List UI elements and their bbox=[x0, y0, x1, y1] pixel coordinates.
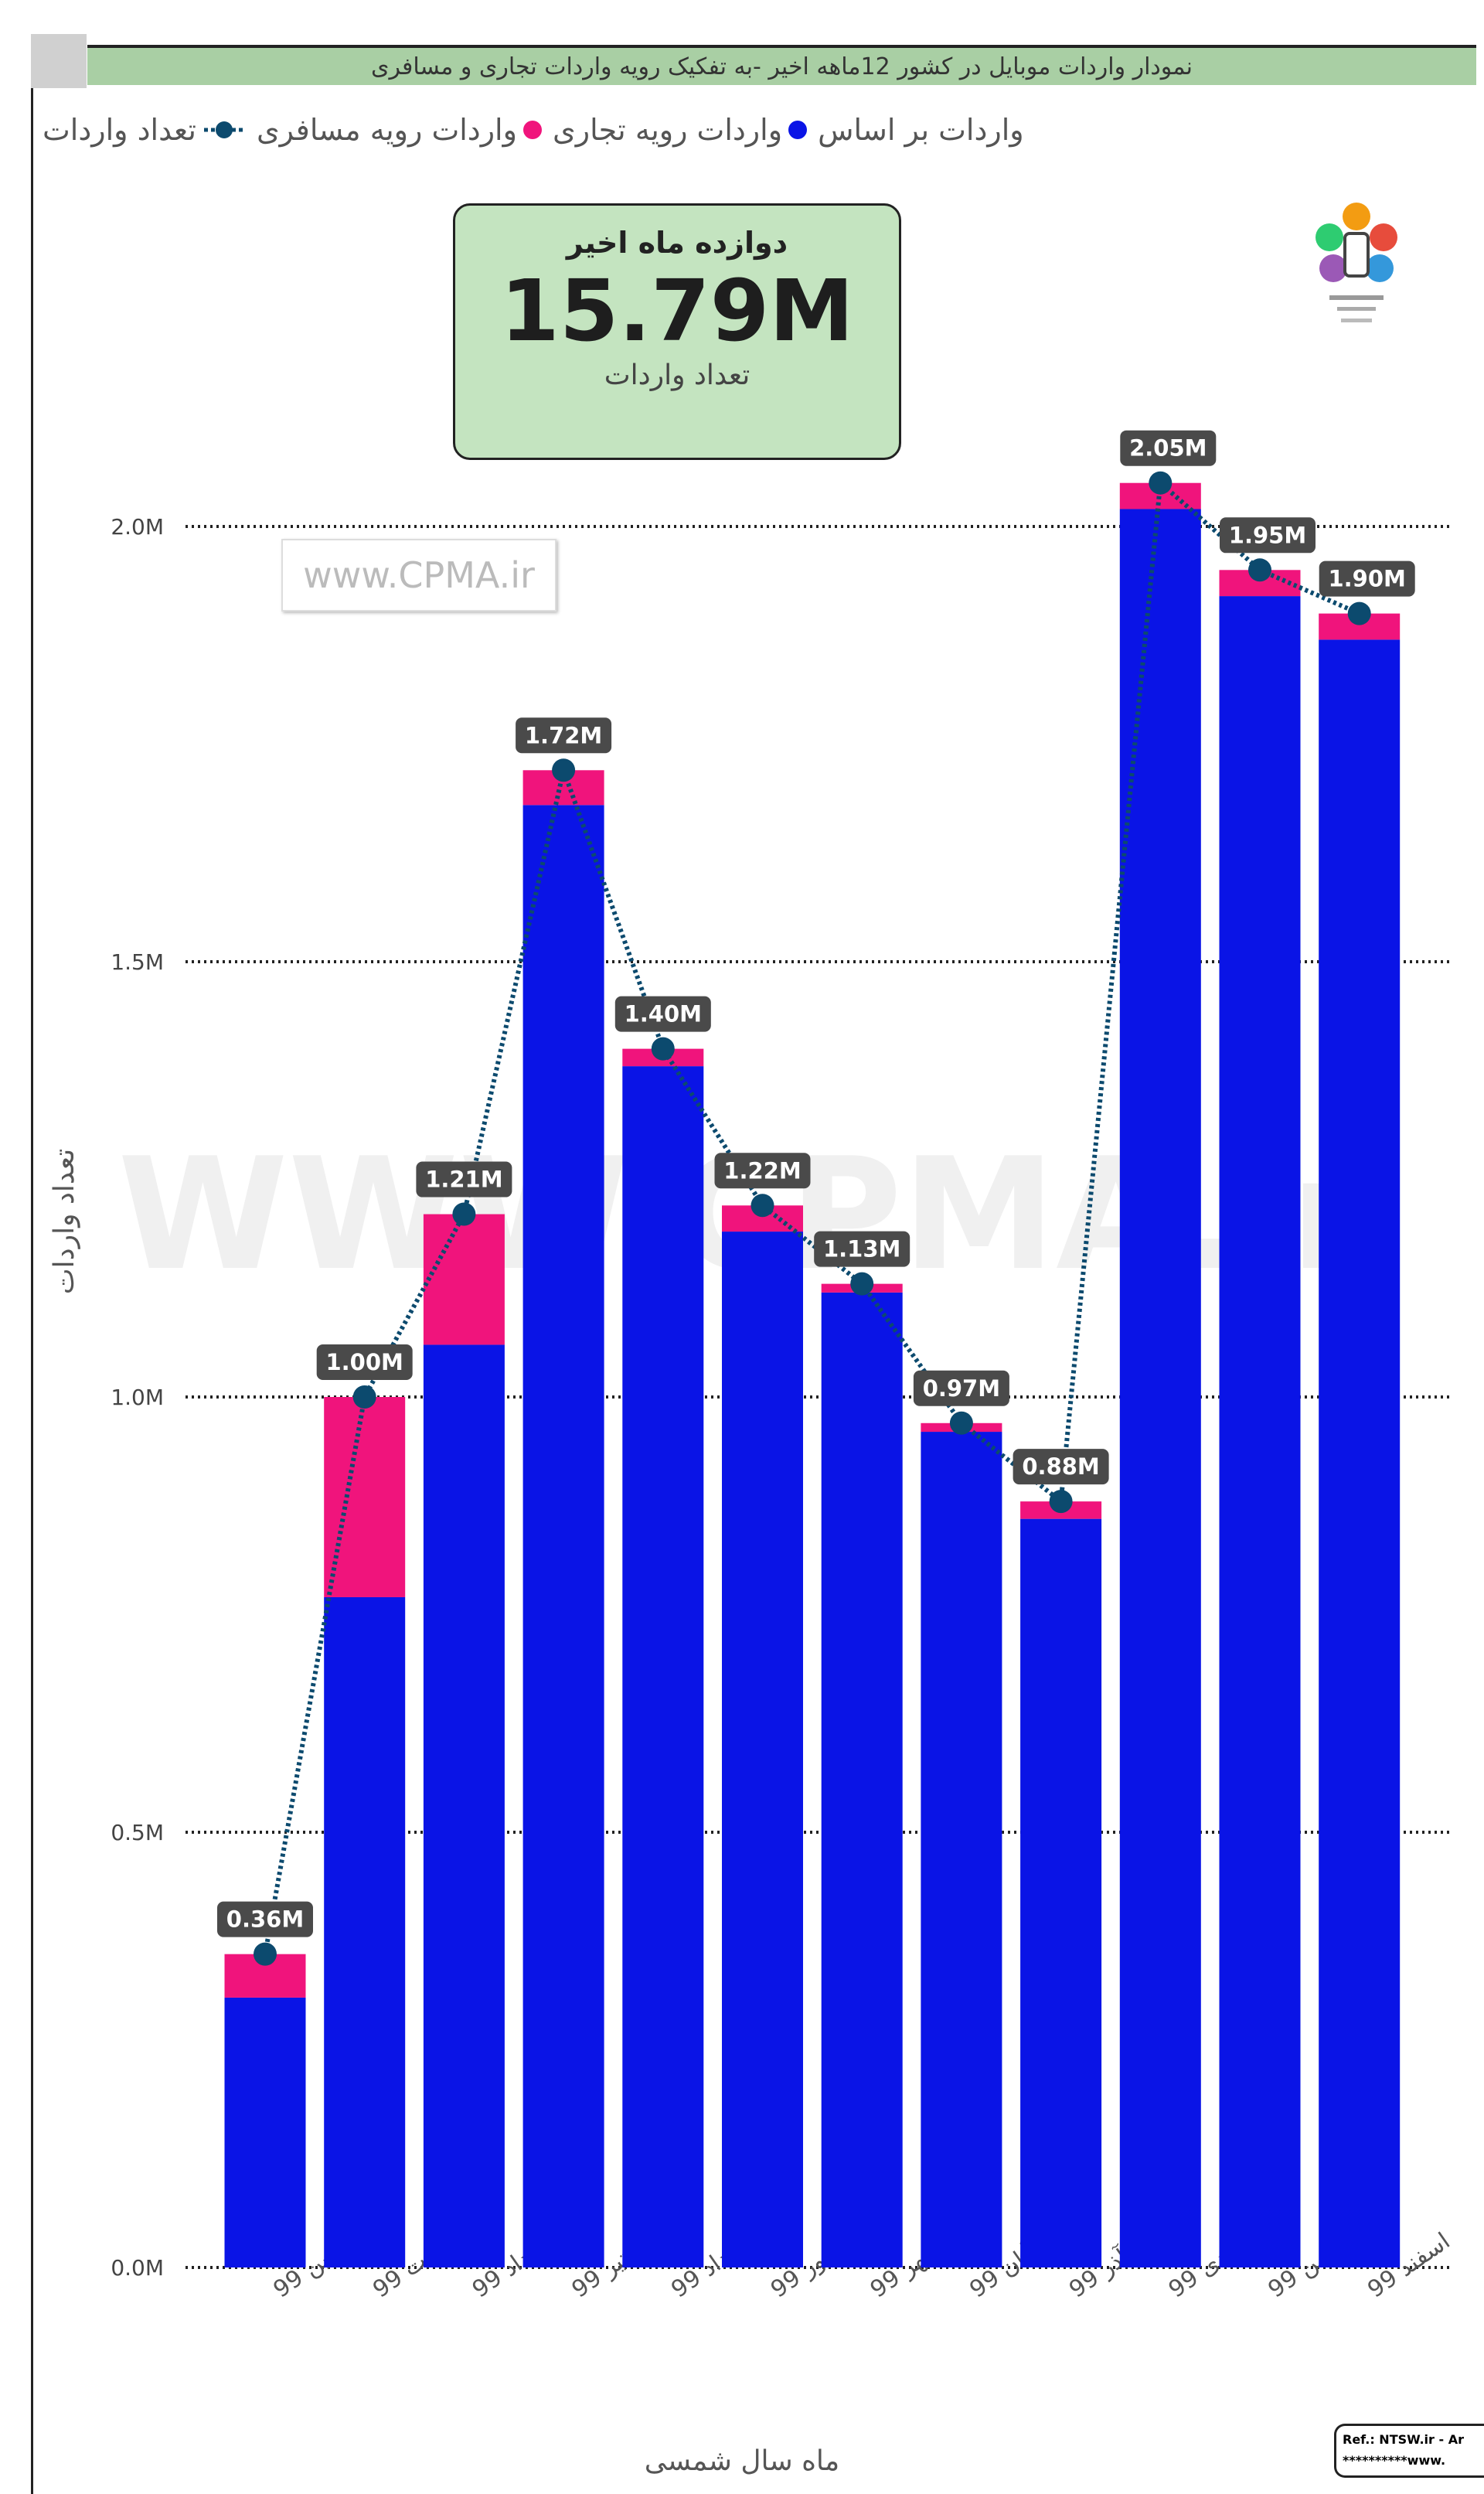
legend-dot-icon bbox=[788, 121, 808, 139]
chart-frame bbox=[31, 46, 1479, 2494]
total-point bbox=[949, 1411, 973, 1435]
data-label-box bbox=[1013, 1449, 1109, 1485]
focus-mode-button[interactable] bbox=[31, 34, 87, 88]
bar-commercial bbox=[224, 1997, 306, 2267]
data-label-box bbox=[516, 717, 612, 754]
data-label: 1.40M bbox=[625, 1001, 702, 1027]
total-point bbox=[452, 1202, 476, 1226]
total-point bbox=[552, 758, 576, 782]
cpma-logo-icon bbox=[1316, 203, 1397, 322]
bar-commercial bbox=[423, 1344, 505, 2267]
legend: واردات بر اساس واردات رویه تجاری واردات … bbox=[43, 107, 1171, 153]
total-point bbox=[651, 1037, 675, 1061]
data-label-box bbox=[316, 1344, 413, 1380]
kpi-card: دوازده ماه اخیر 15.79M تعداد واردات bbox=[453, 203, 901, 460]
bar-commercial bbox=[1319, 639, 1401, 2268]
y-tick-label: 1.0M bbox=[111, 1385, 164, 1410]
data-label: 1.22M bbox=[723, 1157, 801, 1184]
total-point bbox=[254, 1942, 277, 1966]
data-label: 1.21M bbox=[425, 1167, 502, 1193]
total-point bbox=[1149, 471, 1173, 495]
bar-commercial bbox=[1119, 509, 1201, 2267]
total-line bbox=[263, 478, 1360, 1955]
legend-label: تعداد واردات bbox=[43, 113, 196, 147]
bar-passenger bbox=[324, 1397, 406, 1597]
data-label: 1.90M bbox=[1328, 566, 1405, 592]
bar-commercial bbox=[1219, 596, 1301, 2267]
bar-commercial bbox=[1020, 1518, 1102, 2267]
legend-label: واردات رویه تجاری bbox=[552, 113, 783, 147]
data-label: 1.72M bbox=[525, 722, 602, 748]
bar-commercial bbox=[522, 805, 604, 2267]
legend-dot-icon bbox=[522, 121, 542, 139]
data-label-box bbox=[814, 1231, 910, 1267]
bar-commercial bbox=[821, 1292, 903, 2267]
y-tick-label: 0.0M bbox=[111, 2255, 164, 2281]
total-point bbox=[751, 1194, 774, 1218]
kpi-subtitle: تعداد واردات bbox=[604, 359, 751, 391]
total-point bbox=[1248, 558, 1271, 582]
bar-passenger bbox=[423, 1214, 505, 1345]
data-label: 0.36M bbox=[226, 1906, 304, 1933]
legend-item-passenger[interactable]: واردات رویه مسافری bbox=[257, 113, 542, 147]
data-label: 1.13M bbox=[823, 1236, 900, 1262]
y-axis-label: تعداد واردات bbox=[49, 1149, 80, 1294]
data-label: 1.95M bbox=[1229, 522, 1306, 548]
y-tick-label: 2.0M bbox=[111, 514, 164, 540]
legend-item-commercial[interactable]: واردات رویه تجاری bbox=[552, 113, 808, 147]
data-label-box bbox=[416, 1161, 512, 1198]
data-label: 0.88M bbox=[1022, 1453, 1099, 1480]
kpi-value: 15.79M bbox=[500, 261, 854, 360]
data-label-box bbox=[913, 1370, 1009, 1406]
bar-commercial bbox=[722, 1232, 803, 2267]
bar-commercial bbox=[921, 1432, 1002, 2267]
chart-title: نمودار واردات موبایل در کشور 12ماهه اخیر… bbox=[87, 45, 1476, 85]
legend-label: واردات رویه مسافری bbox=[256, 113, 517, 147]
data-label-box bbox=[714, 1153, 811, 1189]
total-point bbox=[1049, 1490, 1073, 1514]
data-label-box bbox=[1220, 517, 1316, 554]
data-label-box bbox=[217, 1901, 313, 1937]
data-label-box bbox=[1120, 430, 1217, 466]
legend-line-dot-icon bbox=[203, 121, 244, 138]
bar-commercial bbox=[324, 1596, 406, 2267]
data-label-box bbox=[614, 996, 711, 1032]
y-tick-label: 0.5M bbox=[111, 1820, 164, 1845]
data-label: 1.00M bbox=[325, 1349, 403, 1375]
data-label: 2.05M bbox=[1129, 435, 1207, 462]
total-point bbox=[352, 1385, 376, 1409]
legend-prefix: واردات بر اساس bbox=[818, 113, 1024, 147]
source-reference: Ref.: NTSW.ir - Ar **********www. bbox=[1334, 2424, 1484, 2478]
x-axis-label: ماه سال شمسی bbox=[645, 2445, 839, 2477]
kpi-title: دوازده ماه اخیر bbox=[566, 226, 788, 260]
total-point bbox=[850, 1272, 874, 1296]
ref-line-1: Ref.: NTSW.ir - Ar bbox=[1343, 2432, 1464, 2447]
bar-commercial bbox=[622, 1066, 704, 2267]
watermark-small: www.CPMA.ir bbox=[281, 539, 556, 612]
data-label-box bbox=[1319, 560, 1415, 597]
ref-line-2: **********www. bbox=[1343, 2453, 1446, 2468]
total-point bbox=[1347, 601, 1371, 625]
data-label: 0.97M bbox=[923, 1375, 1000, 1402]
y-tick-label: 1.5M bbox=[111, 949, 164, 975]
legend-item-total[interactable]: تعداد واردات bbox=[43, 113, 246, 147]
